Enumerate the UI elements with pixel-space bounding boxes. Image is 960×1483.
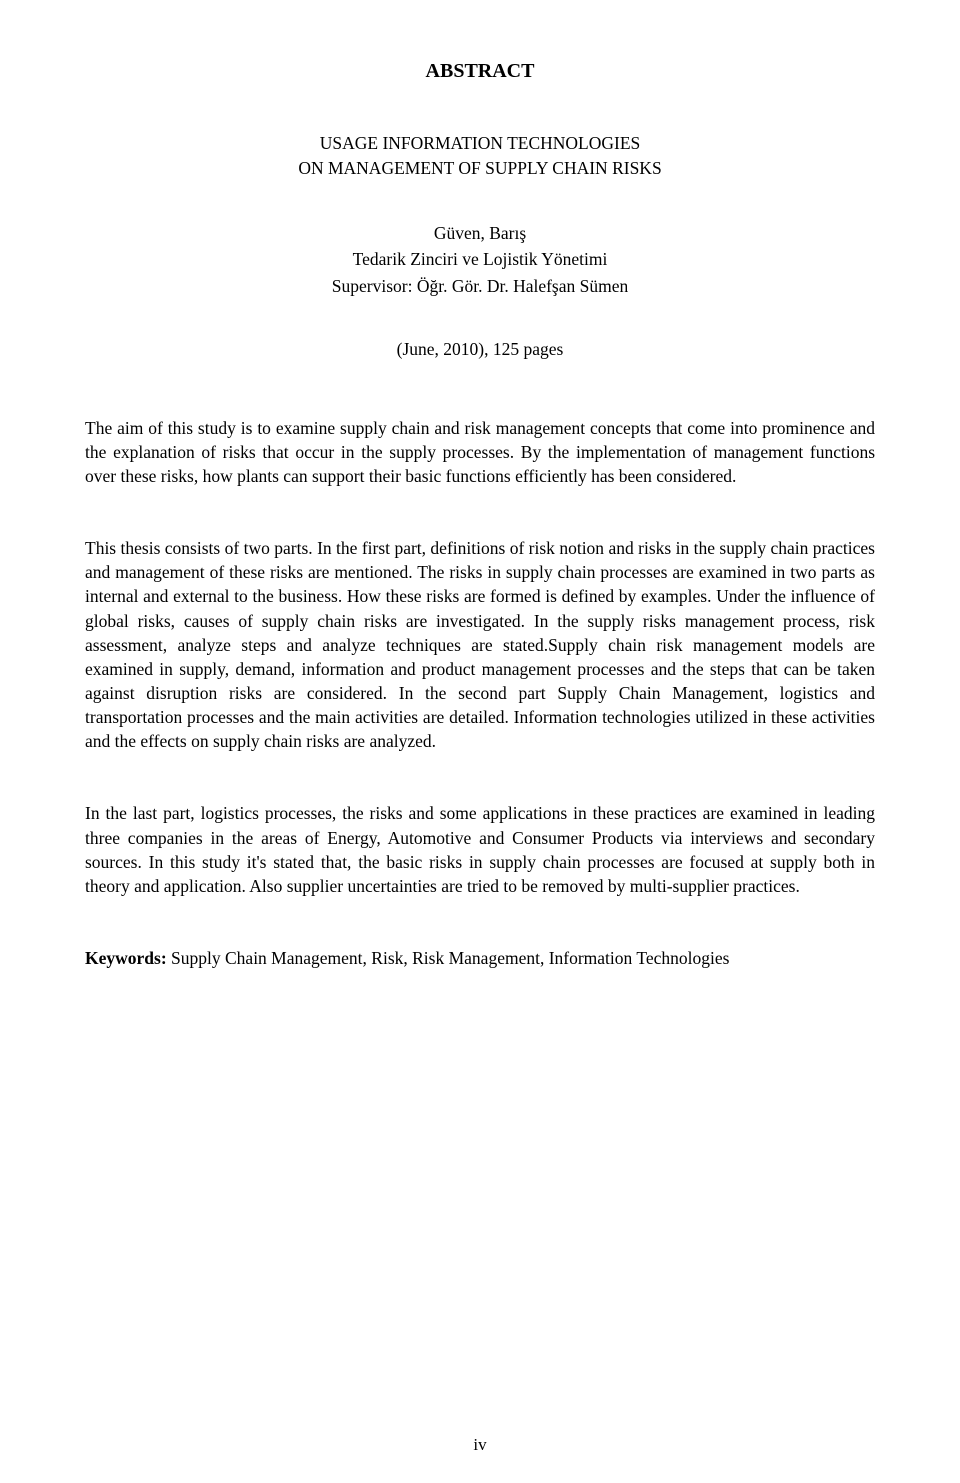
title-block: USAGE INFORMATION TECHNOLOGIES ON MANAGE… bbox=[85, 131, 875, 180]
program-name: Tedarik Zinciri ve Lojistik Yönetimi bbox=[85, 246, 875, 272]
abstract-paragraph-2: This thesis consists of two parts. In th… bbox=[85, 536, 875, 753]
author-block: Güven, Barış Tedarik Zinciri ve Lojistik… bbox=[85, 220, 875, 299]
title-line-1: USAGE INFORMATION TECHNOLOGIES bbox=[85, 131, 875, 156]
keywords-text: Supply Chain Management, Risk, Risk Mana… bbox=[171, 948, 729, 968]
abstract-paragraph-1: The aim of this study is to examine supp… bbox=[85, 416, 875, 488]
supervisor-line: Supervisor: Öğr. Gör. Dr. Halefşan Sümen bbox=[85, 273, 875, 299]
author-name: Güven, Barış bbox=[85, 220, 875, 246]
keywords-line: Keywords: Supply Chain Management, Risk,… bbox=[85, 946, 875, 970]
abstract-paragraph-3: In the last part, logistics processes, t… bbox=[85, 801, 875, 898]
keywords-label: Keywords: bbox=[85, 948, 171, 968]
page-number: iv bbox=[0, 1435, 960, 1455]
title-line-2: ON MANAGEMENT OF SUPPLY CHAIN RISKS bbox=[85, 156, 875, 181]
abstract-heading: ABSTRACT bbox=[85, 60, 875, 83]
date-pages-line: (June, 2010), 125 pages bbox=[85, 339, 875, 360]
